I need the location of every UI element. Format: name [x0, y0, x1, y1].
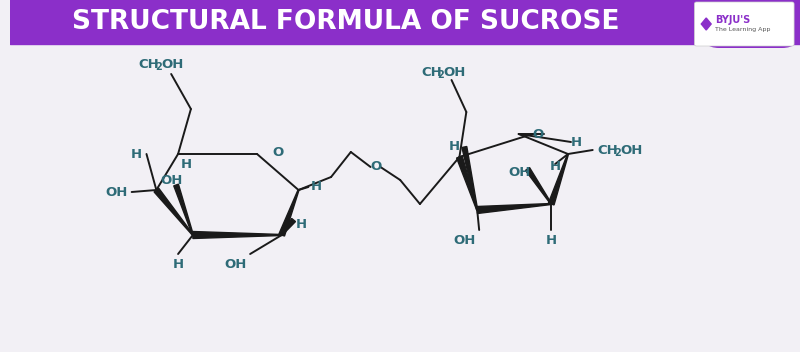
Text: O: O — [272, 145, 283, 158]
Polygon shape — [549, 154, 569, 205]
Text: O: O — [370, 161, 381, 174]
Text: OH: OH — [160, 174, 182, 187]
Text: OH: OH — [224, 258, 246, 270]
Text: CH: CH — [598, 144, 618, 157]
Polygon shape — [526, 168, 552, 204]
Text: CH: CH — [421, 65, 442, 78]
Text: 2: 2 — [438, 70, 445, 80]
Polygon shape — [154, 188, 194, 235]
Text: OH: OH — [620, 144, 642, 157]
Text: OH: OH — [444, 65, 466, 78]
Text: OH: OH — [162, 57, 184, 70]
Text: 2: 2 — [614, 148, 621, 158]
Text: H: H — [173, 258, 184, 270]
Text: H: H — [181, 157, 191, 170]
FancyBboxPatch shape — [702, 0, 800, 48]
Text: 2: 2 — [155, 62, 162, 72]
Polygon shape — [282, 219, 295, 235]
Polygon shape — [193, 232, 282, 239]
Text: BYJU'S: BYJU'S — [715, 15, 750, 25]
Polygon shape — [477, 203, 551, 214]
FancyBboxPatch shape — [694, 2, 794, 46]
Text: OH: OH — [106, 186, 128, 199]
Polygon shape — [279, 190, 299, 236]
Text: The Learning App: The Learning App — [715, 26, 770, 31]
Text: H: H — [546, 233, 557, 246]
Text: H: H — [296, 219, 307, 232]
Text: OH: OH — [509, 165, 531, 178]
Polygon shape — [462, 146, 478, 210]
Text: O: O — [533, 127, 544, 140]
Text: H: H — [550, 161, 561, 174]
Text: OH: OH — [453, 233, 475, 246]
Text: H: H — [310, 181, 322, 194]
Text: STRUCTURAL FORMULA OF SUCROSE: STRUCTURAL FORMULA OF SUCROSE — [72, 9, 620, 35]
Text: H: H — [131, 147, 142, 161]
Text: H: H — [449, 140, 460, 153]
Text: H: H — [570, 136, 582, 149]
Polygon shape — [702, 18, 711, 30]
Polygon shape — [457, 156, 478, 210]
Text: CH: CH — [138, 57, 159, 70]
Polygon shape — [174, 184, 194, 235]
